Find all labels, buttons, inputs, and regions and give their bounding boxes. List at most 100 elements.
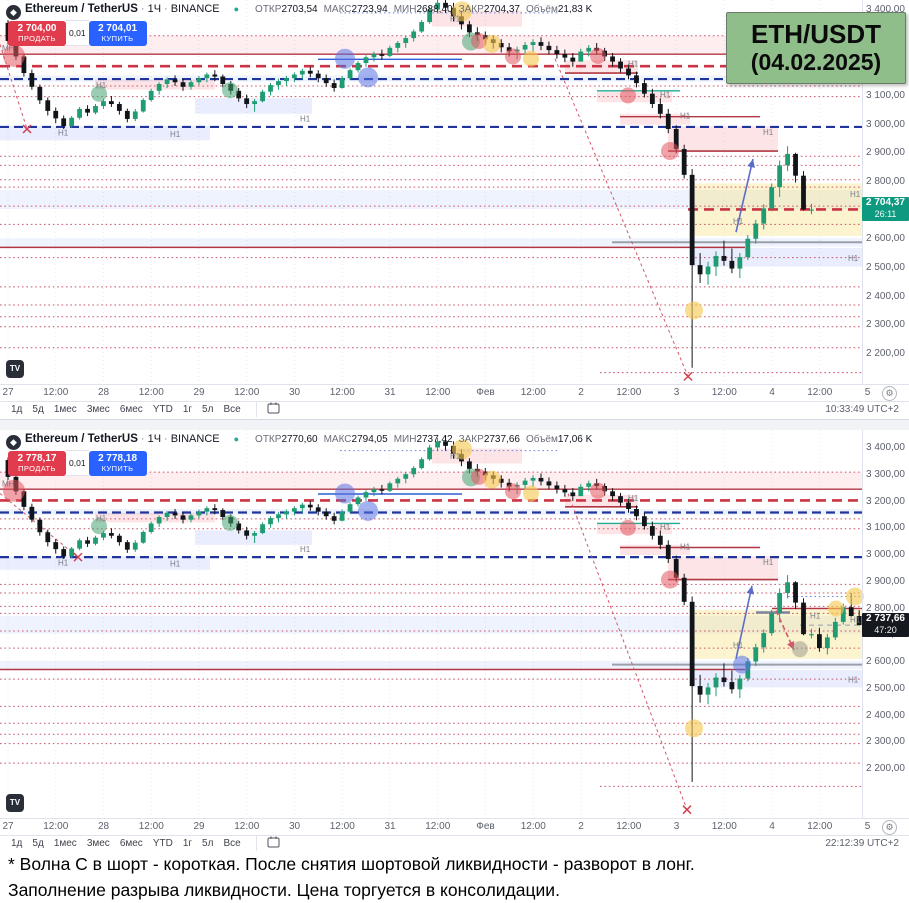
h1-marker-label: H1 xyxy=(763,128,774,137)
time-axis-label: 27 xyxy=(2,821,14,832)
price-axis-label: 2 300,00 xyxy=(866,736,905,748)
trade-buttons: 2 704,00 ПРОДАТЬ 0,01 2 704,01 КУПИТЬ xyxy=(8,20,147,46)
price-axis-label: 2 200,00 xyxy=(866,763,905,774)
time-axis-label: 4 xyxy=(769,821,775,832)
h1-marker-label: H1 xyxy=(628,494,639,503)
chart-panel-top: МН H1 H1 H1 H1 H1 H1 H1 H1 H1 H1 H1 H1 3 400,00 3 30 0… xyxy=(0,0,909,420)
calendar-icon[interactable] xyxy=(255,402,280,417)
h1-marker-label: H1 xyxy=(810,611,821,620)
time-axis-label: 4 xyxy=(769,387,775,398)
range-button-1д[interactable]: 1д xyxy=(11,838,23,849)
tradingview-logo[interactable]: TV xyxy=(6,360,24,378)
bottom-toolbar: 1д 5д 1мес 3мес 6мес YTD 1г 5л Все 22:12:39 UTC+… xyxy=(0,835,909,851)
range-button-3мес[interactable]: 3мес xyxy=(86,838,110,849)
range-button-Все[interactable]: Все xyxy=(223,404,241,415)
range-button-5д[interactable]: 5д xyxy=(32,838,44,849)
volume-label: Объём xyxy=(525,434,558,445)
sell-button[interactable]: 2 778,17 ПРОДАТЬ xyxy=(8,450,66,476)
h1-marker-label: H1 xyxy=(58,129,69,138)
range-button-1г[interactable]: 1г xyxy=(182,838,193,849)
h1-marker-label: H1 xyxy=(848,675,859,684)
time-axis-label: 12:00 xyxy=(138,821,164,832)
range-button-6мес[interactable]: 6мес xyxy=(119,838,143,849)
low-label: МИН xyxy=(393,434,417,445)
market-status-icon: ● xyxy=(233,4,240,14)
price-axis-label: 2 500,00 xyxy=(866,262,905,273)
settings-gear-icon[interactable]: ⚙ xyxy=(882,820,897,835)
time-axis[interactable]: ⚙ 27 12:00 28 12:00 29 12:00 30 12:00 31 12:00 Фев… xyxy=(0,818,909,835)
axis-divider xyxy=(862,0,863,384)
h1-marker-label: H1 xyxy=(300,545,311,554)
time-axis-label: 5 xyxy=(864,821,871,832)
separator: · xyxy=(140,433,145,445)
current-price-tag: 2 704,37 26:11 xyxy=(862,197,909,222)
range-button-6мес[interactable]: 6мес xyxy=(119,404,143,415)
exchange-label[interactable]: BINANCE xyxy=(170,3,220,15)
ethereum-logo-icon[interactable]: ◆ xyxy=(6,5,21,20)
price-axis-label: 2 800,00 xyxy=(866,602,905,614)
tradingview-logo[interactable]: TV xyxy=(6,794,24,812)
time-axis-label: 12:00 xyxy=(711,387,737,398)
interval-label[interactable]: 1Ч xyxy=(147,433,162,445)
range-button-3мес[interactable]: 3мес xyxy=(86,404,110,415)
time-axis-label: 3 xyxy=(673,821,680,832)
high-value: 2794,05 xyxy=(351,434,388,445)
price-axis-label: 3 400,00 xyxy=(866,442,905,453)
open-label: ОТКР xyxy=(255,434,282,445)
time-axis-label: 12:00 xyxy=(138,387,164,398)
range-button-5л[interactable]: 5л xyxy=(202,838,214,849)
chart-canvas[interactable]: МН H1 H1 H1 H1 H1 H1 H1 H1 H1 H1 H1 H1 xyxy=(0,0,909,384)
range-button-5л[interactable]: 5л xyxy=(202,404,214,415)
interval-label[interactable]: 1Ч xyxy=(147,3,162,15)
time-axis-label: 5 xyxy=(864,387,871,398)
low-label: МИН xyxy=(393,4,417,15)
range-button-1д[interactable]: 1д xyxy=(11,404,23,415)
h1-marker-label: H1 xyxy=(450,452,461,461)
high-label: МАКС xyxy=(323,434,352,445)
time-axis-label: 2 xyxy=(578,387,584,398)
chart-canvas[interactable]: МН H1 H1 H1 H1 H1 H1 H1 H1 H1 H1 H1 H1 H1 xyxy=(0,430,909,818)
range-buttons: 1д 5д 1мес 3мес 6мес YTD 1г 5л Все xyxy=(0,836,246,851)
time-axis-label: 29 xyxy=(193,387,205,398)
buy-button[interactable]: 2 704,01 КУПИТЬ xyxy=(88,20,147,46)
price-axis-label: 2 600,00 xyxy=(866,656,905,667)
price-axis-label: 3 300,00 xyxy=(866,468,905,480)
range-button-Все[interactable]: Все xyxy=(223,838,241,849)
h1-marker-label: H1 xyxy=(680,542,691,551)
calendar-icon[interactable] xyxy=(255,836,280,851)
symbol-title[interactable]: Ethereum / TetherUS xyxy=(25,433,138,445)
h1-marker-label: H1 xyxy=(763,558,774,567)
symbol-title[interactable]: Ethereum / TetherUS xyxy=(25,3,138,15)
close-value: 2704,37 xyxy=(483,4,520,15)
time-axis-label: 12:00 xyxy=(520,821,546,832)
h1-marker-label: H1 xyxy=(660,523,671,532)
time-axis-label: 12:00 xyxy=(616,821,642,832)
high-label: МАКС xyxy=(323,4,352,15)
range-button-1г[interactable]: 1г xyxy=(182,404,193,415)
settings-gear-icon[interactable]: ⚙ xyxy=(882,386,897,401)
price-axis[interactable]: 3 400,00 3 300,00 3 200,00 3 100,00 3 000,00… xyxy=(863,430,909,848)
time-axis-label: 31 xyxy=(384,387,396,398)
time-axis-label: 12:00 xyxy=(329,387,355,398)
time-axis-label: 30 xyxy=(288,821,301,832)
sell-button[interactable]: 2 704,00 ПРОДАТЬ xyxy=(8,20,66,46)
ethereum-logo-icon[interactable]: ◆ xyxy=(6,435,21,450)
range-button-YTD[interactable]: YTD xyxy=(152,838,173,849)
h1-marker-label: H1 xyxy=(628,59,639,68)
range-button-YTD[interactable]: YTD xyxy=(152,404,173,415)
time-axis-label: 12:00 xyxy=(711,821,737,832)
range-button-5д[interactable]: 5д xyxy=(32,404,44,415)
time-axis-label: 12:00 xyxy=(43,387,69,398)
buy-button[interactable]: 2 778,18 КУПИТЬ xyxy=(88,450,147,476)
h1-marker-label: H1 xyxy=(850,190,861,199)
close-label: ЗАКР xyxy=(458,4,484,15)
price-axis-label: 2 900,00 xyxy=(866,575,905,587)
time-axis-label: 31 xyxy=(384,821,396,832)
time-axis[interactable]: ⚙ 27 12:00 28 12:00 29 12:00 30 12:00 31 12:00 Фев… xyxy=(0,384,909,401)
caption-line-2: Заполнение разрыва ликвидности. Цена тор… xyxy=(8,880,560,900)
range-button-1мес[interactable]: 1мес xyxy=(53,838,77,849)
market-status-icon: ● xyxy=(233,434,240,444)
range-button-1мес[interactable]: 1мес xyxy=(53,404,77,415)
exchange-label[interactable]: BINANCE xyxy=(170,433,220,445)
time-axis-label: 12:00 xyxy=(616,387,642,398)
